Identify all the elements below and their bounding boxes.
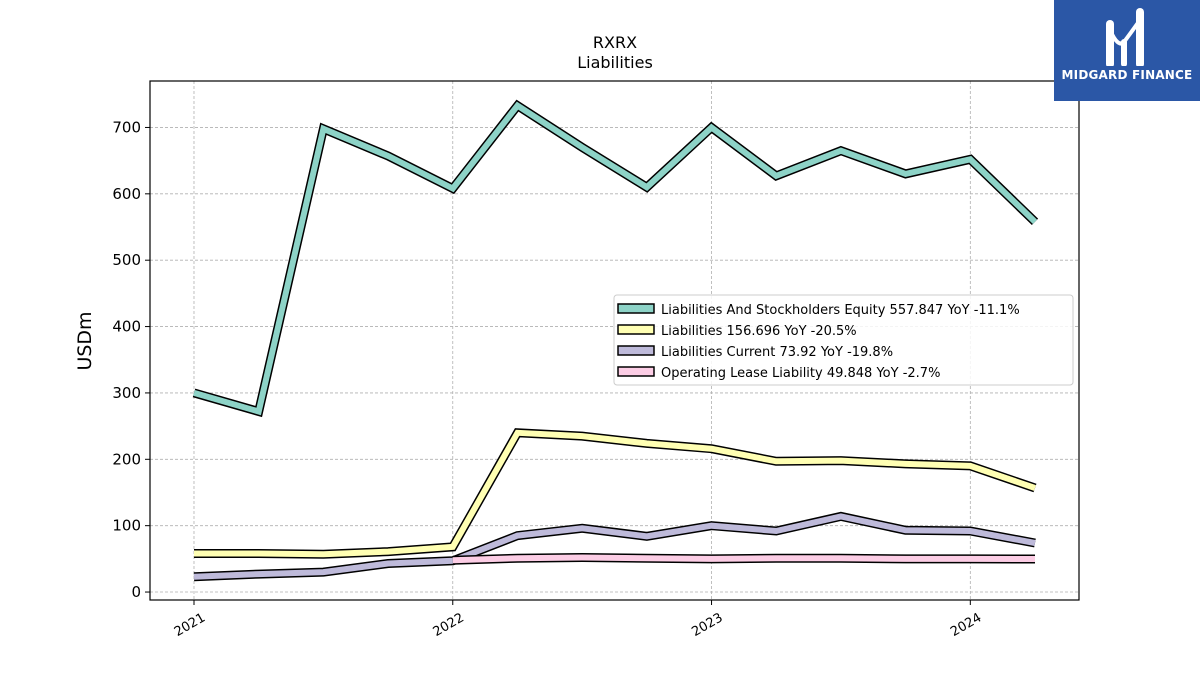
- legend-label: Liabilities And Stockholders Equity 557.…: [661, 303, 1020, 318]
- chart-subtitle: Liabilities: [577, 53, 653, 72]
- chart-title: RXRX: [593, 33, 637, 52]
- legend-box: [613, 294, 1074, 386]
- legend-swatch: [617, 303, 655, 314]
- y-tick-label: 200: [112, 450, 141, 468]
- y-tick-label: 300: [112, 384, 141, 402]
- series-line: [452, 552, 1036, 565]
- series-line: [193, 511, 1036, 582]
- series-line: [192, 99, 1039, 418]
- grid: [150, 81, 1079, 600]
- y-tick-label: 600: [112, 185, 141, 203]
- x-tick-label: 2024: [948, 610, 984, 640]
- y-tick-label: 0: [131, 583, 141, 601]
- y-tick-label: 100: [112, 517, 141, 535]
- legend: Liabilities And Stockholders Equity 557.…: [613, 294, 1074, 386]
- series-line: [193, 428, 1037, 559]
- plot-lines: [192, 99, 1039, 582]
- plot-frame: [149, 80, 1080, 601]
- legend-swatch: [617, 324, 655, 335]
- x-tick-label: 2023: [689, 610, 725, 640]
- y-tick-label: 700: [112, 118, 141, 136]
- series-line-fill: [452, 554, 1036, 564]
- brand-logo: MIDGARD FINANCE: [1054, 0, 1200, 101]
- series-line-fill: [194, 429, 1036, 558]
- brand-name: MIDGARD FINANCE: [1061, 68, 1193, 82]
- legend-label: Liabilities Current 73.92 YoY -19.8%: [661, 345, 893, 360]
- legend-swatch: [617, 366, 655, 377]
- y-axis-label: USDm: [74, 311, 96, 370]
- brand-logo-icon: [1106, 8, 1144, 66]
- y-tick-label: 400: [112, 318, 141, 336]
- x-tick-label: 2022: [431, 610, 467, 640]
- legend-label: Liabilities 156.696 YoY -20.5%: [661, 324, 857, 339]
- series-line-fill: [193, 101, 1038, 416]
- series-line-fill: [193, 513, 1036, 580]
- legend-label: Operating Lease Liability 49.848 YoY -2.…: [661, 366, 940, 381]
- y-tick-label: 500: [112, 251, 141, 269]
- legend-swatch: [617, 345, 655, 356]
- x-tick-label: 2021: [172, 610, 208, 640]
